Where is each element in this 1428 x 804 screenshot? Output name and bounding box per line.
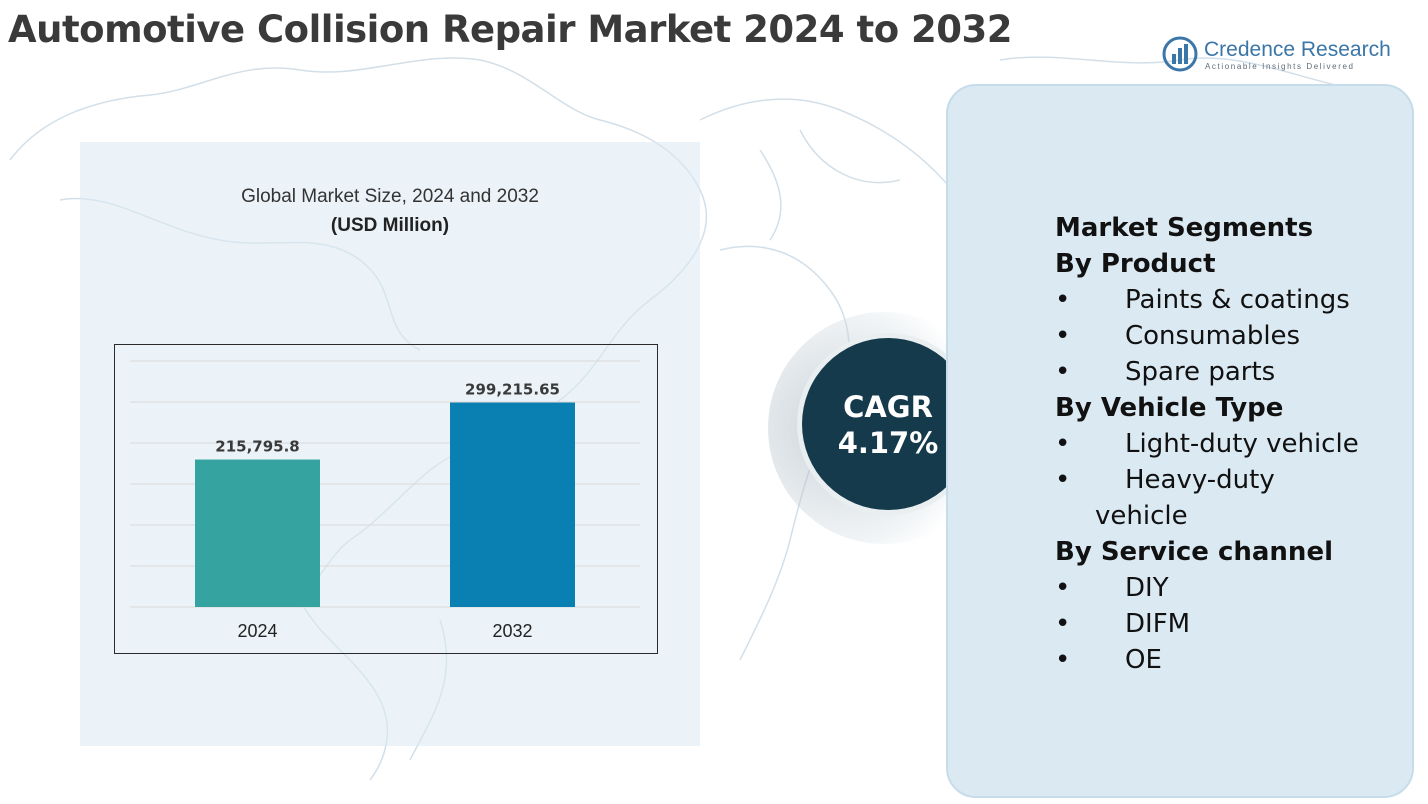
- segment-group-title: By Product: [1055, 249, 1216, 279]
- segment-item: • Heavy-duty: [1055, 462, 1415, 498]
- cagr-label: CAGR: [843, 390, 933, 424]
- bullet-icon: •: [1055, 645, 1071, 675]
- segment-item: • Paints & coatings: [1055, 282, 1415, 318]
- cagr-badge: CAGR 4.17%: [802, 338, 974, 510]
- bullet-icon: •: [1055, 285, 1071, 315]
- segments-heading: Market Segments: [1055, 213, 1314, 243]
- segment-item-continuation: vehicle: [1095, 501, 1188, 531]
- bar-value-label: 299,215.65: [465, 381, 560, 399]
- bullet-icon: •: [1055, 573, 1071, 603]
- cagr-value: 4.17%: [837, 426, 939, 460]
- bullet-icon: •: [1055, 321, 1071, 351]
- x-tick-label: 2032: [492, 621, 532, 641]
- bar-value-label: 215,795.8: [215, 438, 299, 456]
- bullet-icon: •: [1055, 357, 1071, 387]
- bullet-icon: •: [1055, 429, 1071, 459]
- segment-item: • Spare parts: [1055, 354, 1415, 390]
- logo-name: Credence Research: [1204, 38, 1391, 61]
- bar-chart-svg: 215,795.8 2024 299,215.65 2032: [130, 360, 640, 641]
- bar-chart: 215,795.8 2024 299,215.65 2032: [114, 344, 658, 654]
- segment-item: • OE: [1055, 642, 1415, 678]
- credence-research-logo: Credence Research Actionable Insights De…: [1162, 36, 1402, 76]
- segment-item: • DIY: [1055, 570, 1415, 606]
- market-segments-list: Market Segments By Product • Paints & coa…: [1055, 210, 1415, 678]
- segment-item: • Light-duty vehicle: [1055, 426, 1415, 462]
- bar-2024: [195, 459, 320, 607]
- page-title: Automotive Collision Repair Market 2024 …: [8, 8, 1012, 51]
- bullet-icon: •: [1055, 609, 1071, 639]
- segment-item: • Consumables: [1055, 318, 1415, 354]
- chart-subtitle: (USD Million): [330, 215, 450, 236]
- logo-tagline: Actionable Insights Delivered: [1205, 62, 1355, 71]
- segment-group-title: By Vehicle Type: [1055, 393, 1284, 423]
- x-tick-label: 2024: [237, 621, 277, 641]
- chart-title: Global Market Size, 2024 and 2032: [241, 186, 539, 207]
- segment-item: • DIFM: [1055, 606, 1415, 642]
- bullet-icon: •: [1055, 465, 1071, 495]
- bar-2032: [450, 402, 575, 607]
- segments-panel: [946, 84, 1414, 798]
- segment-group-title: By Service channel: [1055, 537, 1333, 567]
- chart-panel: Global Market Size, 2024 and 2032 (USD M…: [80, 142, 700, 746]
- bar-chart-logo-icon: [1162, 36, 1198, 72]
